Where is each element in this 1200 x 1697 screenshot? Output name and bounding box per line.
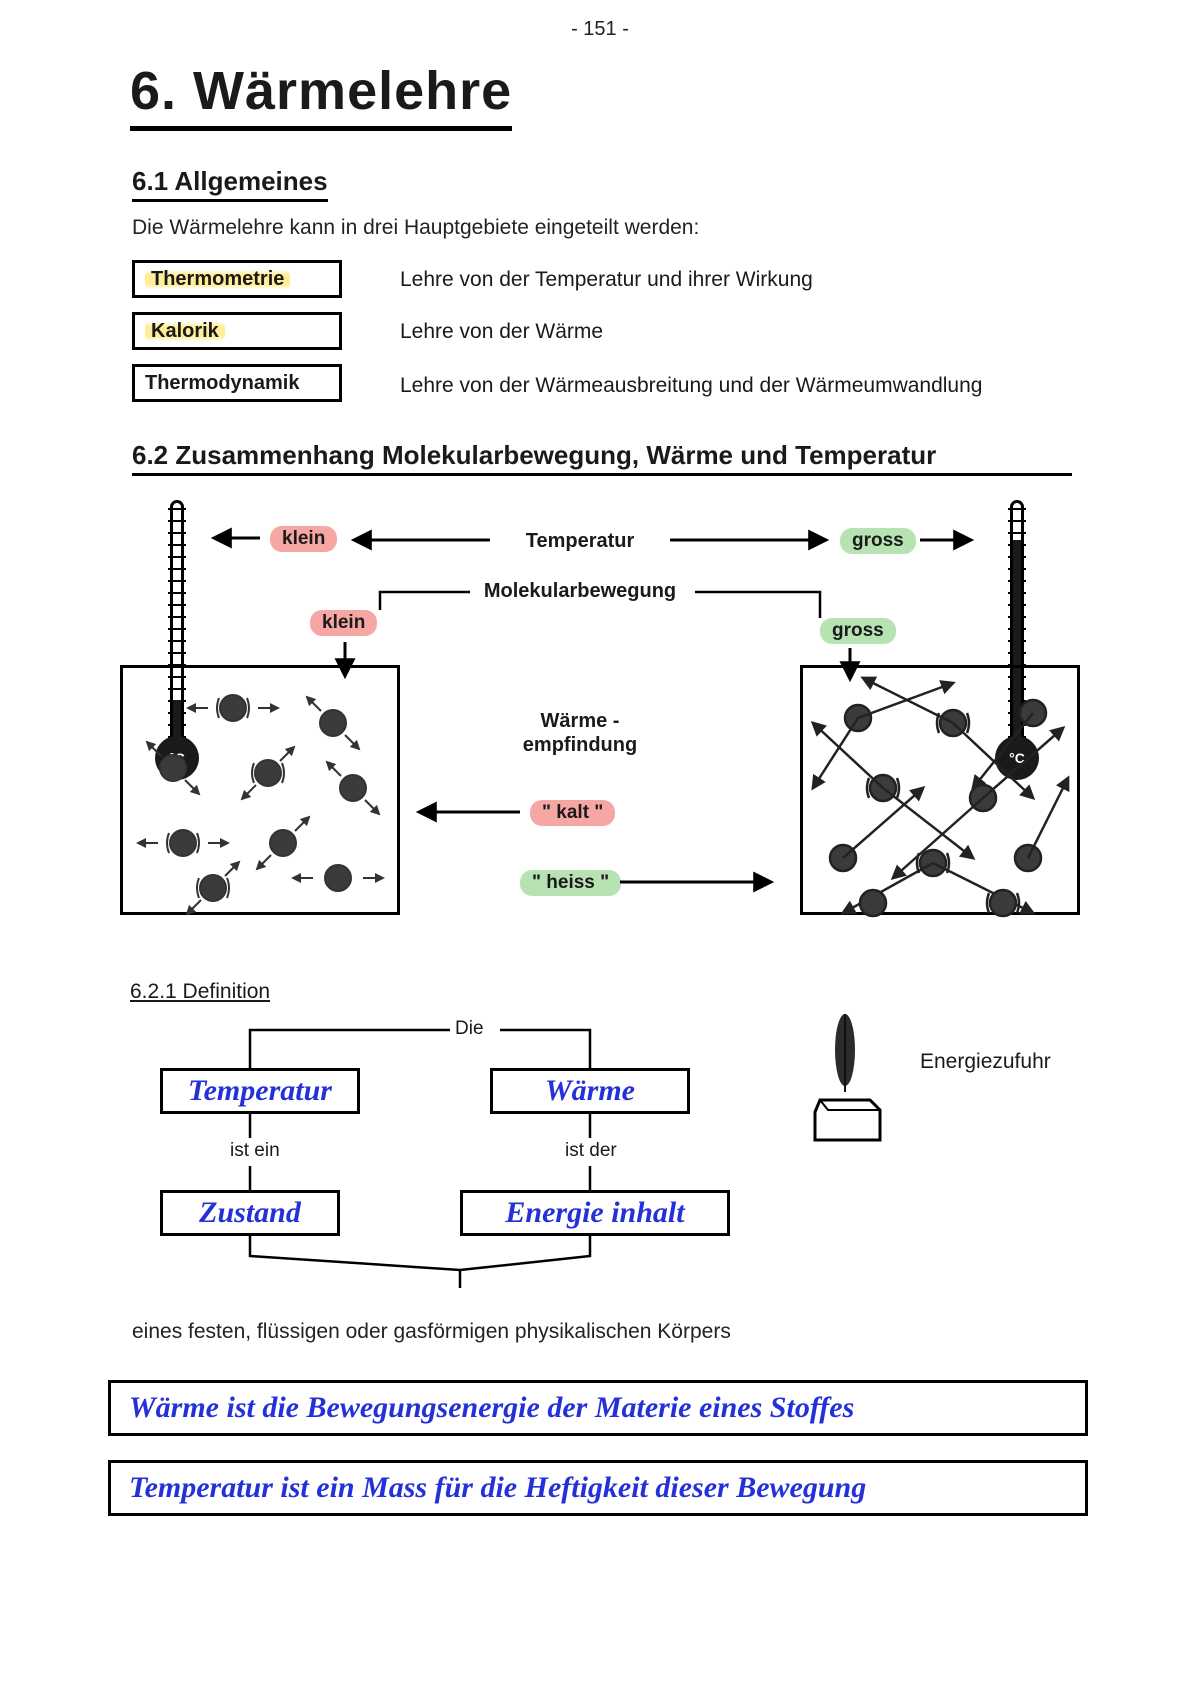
termbox-thermometrie: Thermometrie (132, 260, 342, 298)
box-energieinhalt: Energie inhalt (460, 1190, 730, 1236)
label-die: Die (455, 1018, 484, 1040)
molecule-box-hot (800, 665, 1080, 915)
box-waerme: Wärme (490, 1068, 690, 1114)
term-label: Thermometrie (145, 268, 290, 291)
label-energiezufuhr: Energiezufuhr (920, 1050, 1051, 1074)
molecular-motion-diagram: Temperatur Molekularbewegung Wärme - emp… (120, 510, 1080, 940)
page-title: 6. Wärmelehre (130, 60, 512, 131)
page-number: - 151 - (0, 18, 1200, 41)
handnote-1: Wärme ist die Bewegungsenergie der Mater… (129, 1391, 854, 1425)
handnote-2: Temperatur ist ein Mass für die Heftigke… (129, 1471, 866, 1505)
term-label: Kalorik (145, 320, 225, 343)
page: - 151 - 6. Wärmelehre 6.1 Allgemeines Di… (0, 0, 1200, 1697)
intro-text: Die Wärmelehre kann in drei Hauptgebiete… (132, 216, 699, 240)
heading-6-1: 6.1 Allgemeines (132, 166, 328, 202)
term-desc-2: Lehre von der Wärmeausbreitung und der W… (400, 374, 982, 398)
label-ist-der: ist der (565, 1140, 617, 1162)
handnote-box-2: Temperatur ist ein Mass für die Heftigke… (108, 1460, 1088, 1516)
heading-6-2: 6.2 Zusammenhang Molekularbewegung, Wärm… (132, 440, 1072, 476)
hot-molecules (803, 668, 1083, 918)
feather-icon (800, 1010, 920, 1155)
label-ist-ein: ist ein (230, 1140, 280, 1162)
cold-molecules (123, 668, 403, 918)
box-temperatur: Temperatur (160, 1068, 360, 1114)
term-desc-0: Lehre von der Temperatur und ihrer Wirku… (400, 268, 813, 292)
term-label: Thermodynamik (145, 372, 299, 395)
handnote-box-1: Wärme ist die Bewegungsenergie der Mater… (108, 1380, 1088, 1436)
termbox-thermodynamik: Thermodynamik (132, 364, 342, 402)
definition-section: 6.2.1 Definition Die Temperatur ist ein … (120, 980, 1080, 1300)
definition-bottom-line: eines festen, flüssigen oder gasförmigen… (132, 1320, 731, 1344)
term-desc-1: Lehre von der Wärme (400, 320, 603, 344)
termbox-kalorik: Kalorik (132, 312, 342, 350)
molecule-box-cold (120, 665, 400, 915)
box-zustand: Zustand (160, 1190, 340, 1236)
